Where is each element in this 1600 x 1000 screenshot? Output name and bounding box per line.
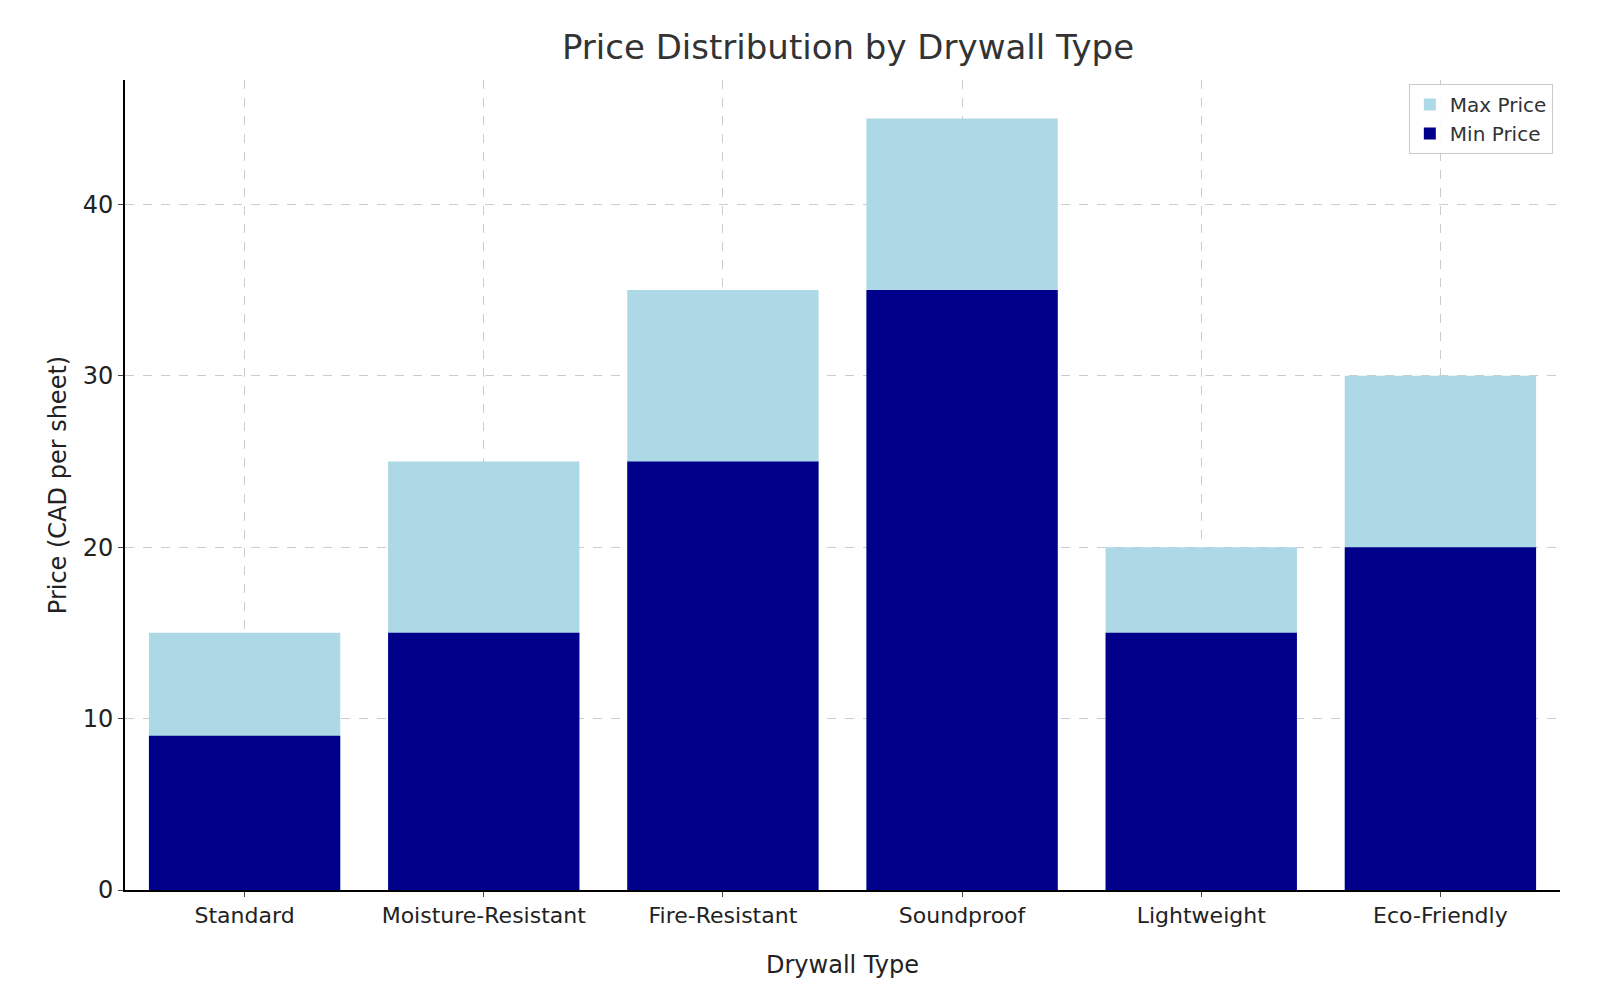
svg-text:Max Price: Max Price bbox=[1450, 93, 1547, 117]
svg-text:30: 30 bbox=[83, 362, 114, 390]
svg-text:10: 10 bbox=[83, 705, 114, 733]
svg-text:Drywall Type: Drywall Type bbox=[766, 951, 919, 979]
svg-text:40: 40 bbox=[83, 191, 114, 219]
svg-text:Eco-Friendly: Eco-Friendly bbox=[1373, 903, 1508, 928]
svg-text:Standard: Standard bbox=[195, 903, 295, 928]
svg-text:Price Distribution by Drywall: Price Distribution by Drywall Type bbox=[562, 27, 1134, 67]
svg-text:0: 0 bbox=[98, 876, 113, 904]
svg-text:20: 20 bbox=[83, 534, 114, 562]
svg-text:Fire-Resistant: Fire-Resistant bbox=[649, 903, 798, 928]
svg-text:Lightweight: Lightweight bbox=[1137, 903, 1266, 928]
svg-text:Price (CAD per sheet): Price (CAD per sheet) bbox=[44, 356, 72, 614]
svg-text:Soundproof: Soundproof bbox=[899, 903, 1027, 928]
svg-text:Moisture-Resistant: Moisture-Resistant bbox=[382, 903, 587, 928]
svg-text:Min Price: Min Price bbox=[1450, 122, 1541, 146]
